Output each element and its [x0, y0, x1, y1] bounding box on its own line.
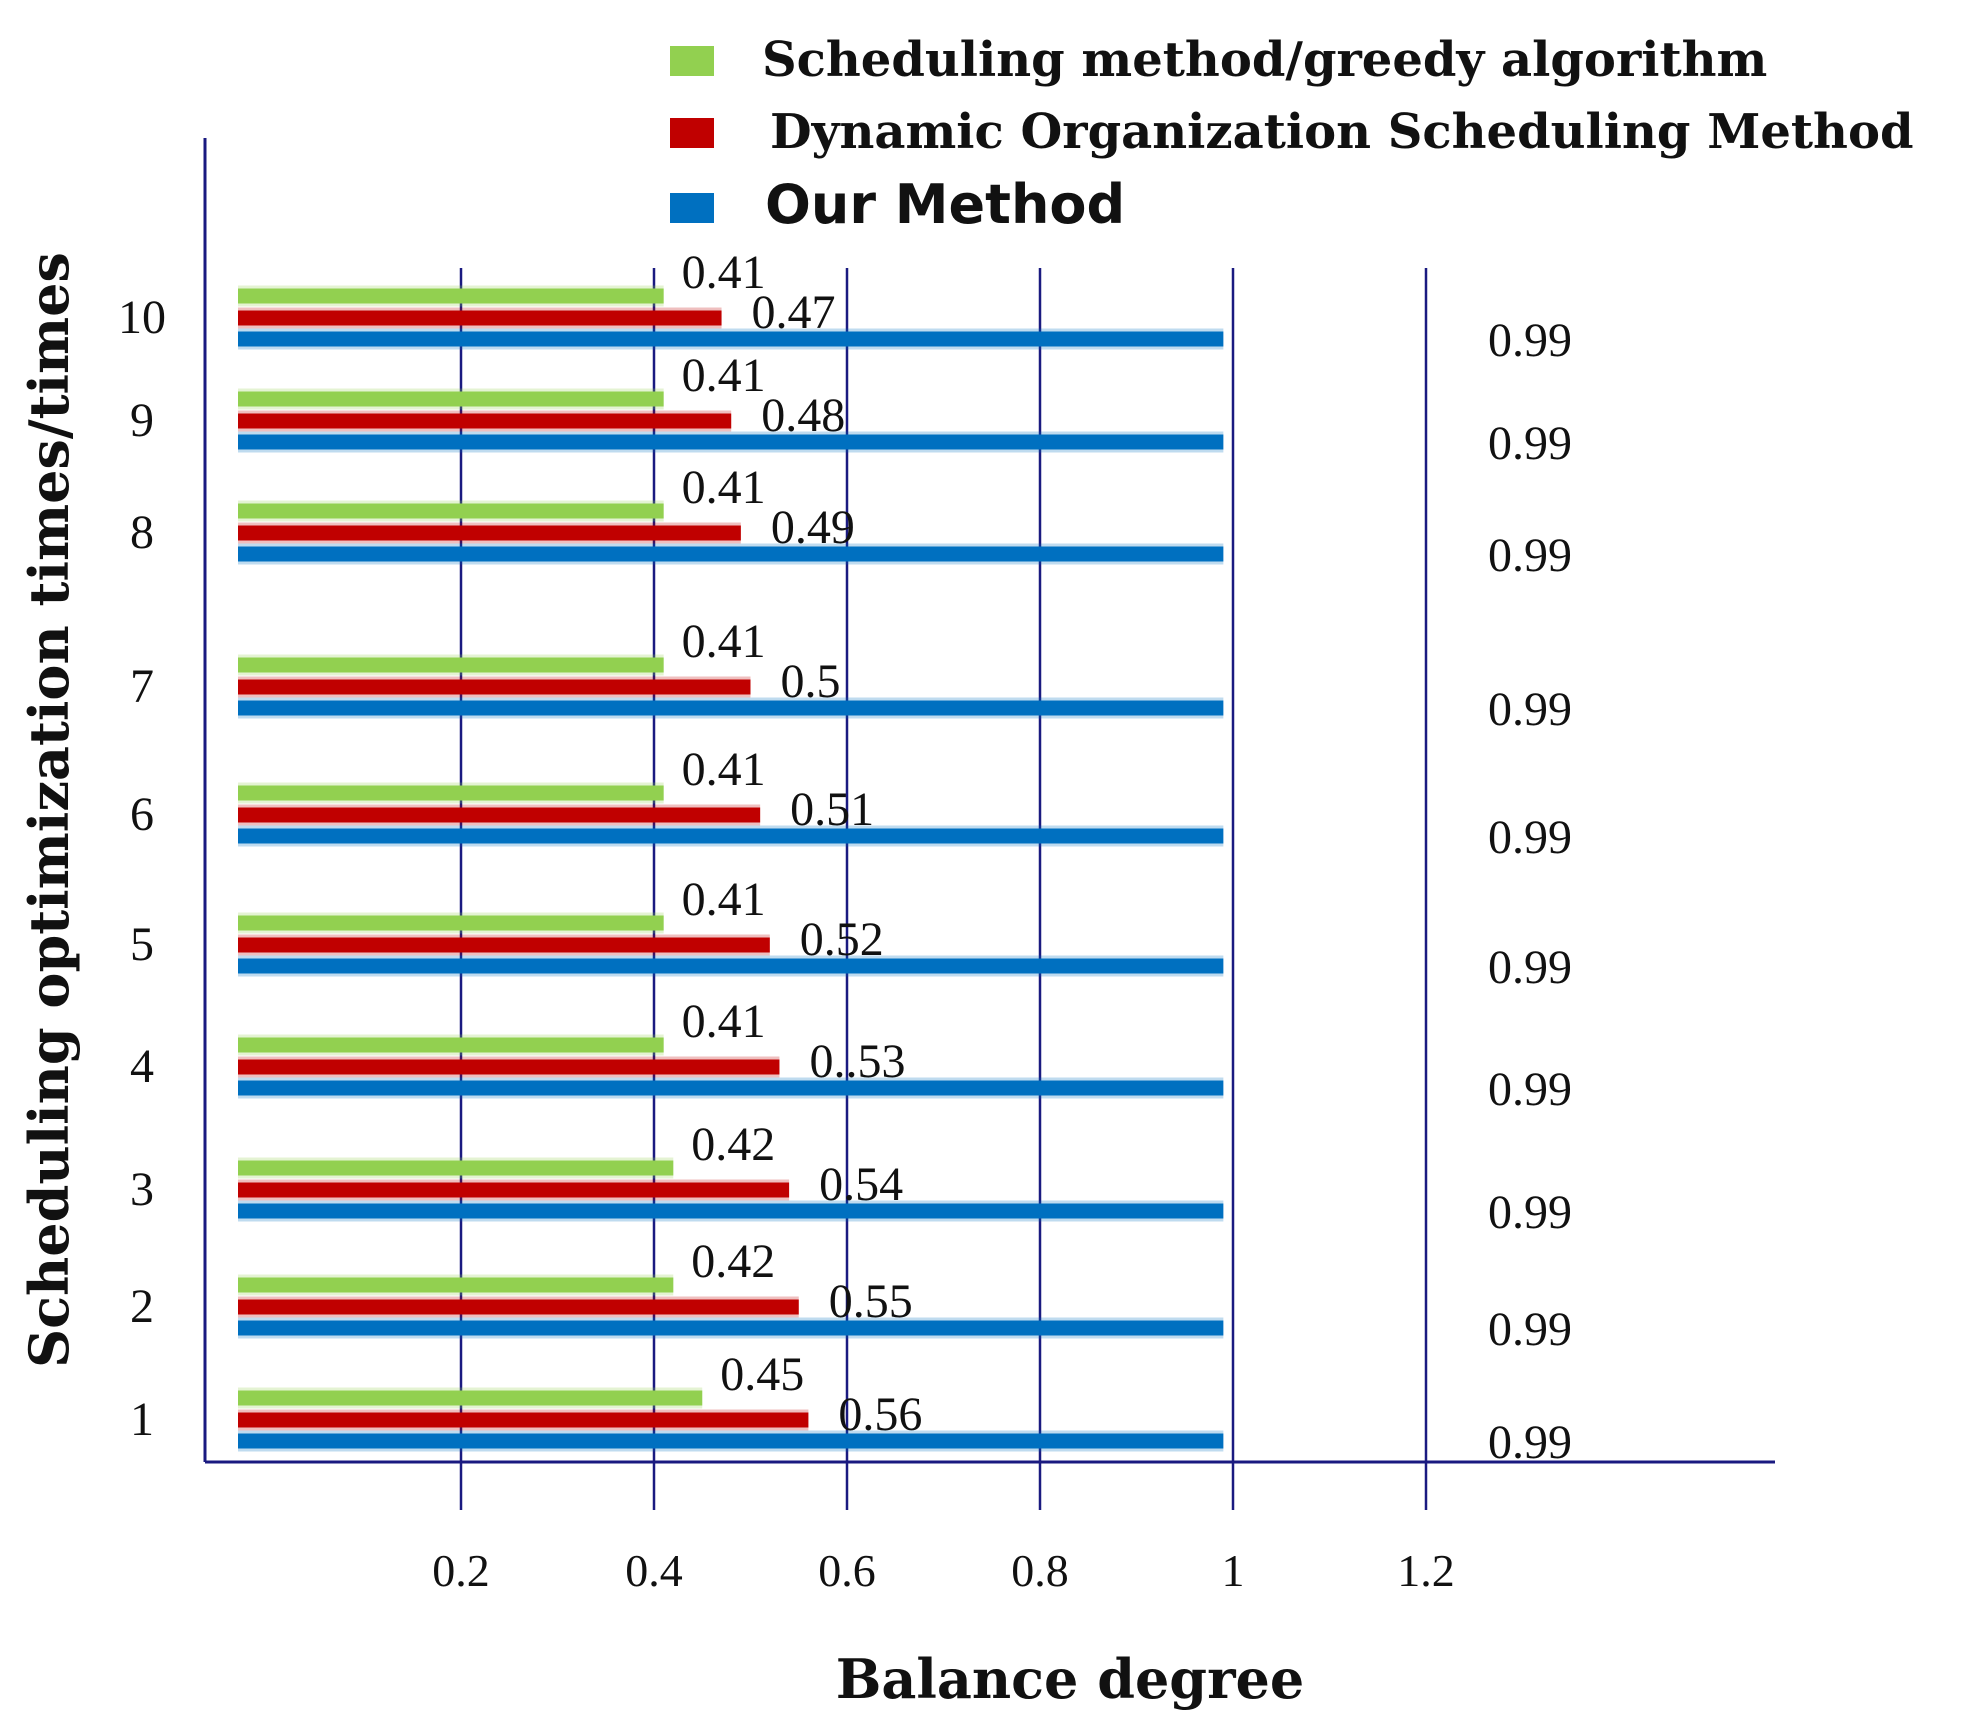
data-label: 0.47 [752, 286, 836, 339]
data-label: 0.54 [819, 1158, 903, 1211]
bar-greedy [238, 1160, 674, 1176]
category-labels: 1 2 3 4 5 6 7 8 9 10 [118, 291, 166, 1446]
bar-our-method [238, 1433, 1224, 1449]
data-label: 0.99 [1488, 529, 1572, 582]
bar-greedy [238, 915, 664, 931]
bar-greedy [238, 1037, 664, 1053]
data-label: 0.99 [1488, 1416, 1572, 1469]
bar-our-method [238, 434, 1224, 450]
data-label: 0.99 [1488, 314, 1572, 367]
bar-our-method [238, 828, 1224, 844]
category-label: 5 [130, 918, 154, 971]
data-label: 0.99 [1488, 811, 1572, 864]
data-label: 0.48 [761, 389, 845, 442]
x-tick-label: 1.2 [1397, 1545, 1455, 1596]
category-label: 1 [130, 1393, 154, 1446]
data-label: 0.99 [1488, 1186, 1572, 1239]
bar-greedy [238, 785, 664, 801]
x-tick-label: 0.2 [432, 1545, 490, 1596]
data-label: 0.49 [771, 501, 855, 554]
legend-label: Scheduling method/greedy algorithm [762, 32, 1767, 88]
data-label: 0.99 [1488, 417, 1572, 470]
category-label: 9 [130, 394, 154, 447]
data-label: 0.52 [800, 913, 884, 966]
bar-greedy [238, 503, 664, 519]
data-label: 0.41 [682, 349, 766, 402]
bar-our-method [238, 700, 1224, 716]
category-label: 3 [130, 1163, 154, 1216]
category-label: 7 [130, 660, 154, 713]
data-label: 0.41 [682, 873, 766, 926]
bars [238, 285, 1224, 1452]
data-label: 0.41 [682, 743, 766, 796]
bar-greedy [238, 1277, 674, 1293]
y-axis-title: Scheduling optimization times/times [17, 252, 81, 1368]
axes [203, 138, 1775, 1464]
bar-our-method [238, 546, 1224, 562]
data-label: 0.41 [682, 995, 766, 1048]
bar-dynamic [238, 1059, 780, 1075]
x-axis-title: Balance degree [836, 1647, 1304, 1711]
x-tick-labels: 0.2 0.4 0.6 0.8 1 1.2 [432, 1545, 1455, 1596]
legend-label: Our Method [765, 173, 1125, 236]
x-tick-label: 1 [1222, 1545, 1245, 1596]
bar-our-method [238, 1320, 1224, 1336]
bar-greedy [238, 391, 664, 407]
data-label: 0.51 [790, 783, 874, 836]
data-label: 0.56 [838, 1388, 922, 1441]
data-label: 0.55 [829, 1275, 913, 1328]
bar-greedy [238, 657, 664, 673]
data-label: 0.41 [682, 246, 766, 299]
data-label: 0.41 [682, 615, 766, 668]
legend-swatch [670, 193, 714, 223]
category-label: 10 [118, 291, 166, 344]
bar-greedy [238, 288, 664, 304]
bar-our-method [238, 331, 1224, 347]
data-label: 0.99 [1488, 1063, 1572, 1116]
data-label: 0.5 [781, 655, 841, 708]
category-label: 4 [130, 1040, 154, 1093]
data-label: 0.99 [1488, 683, 1572, 736]
bar-dynamic [238, 807, 761, 823]
legend: Scheduling method/greedy algorithm Dynami… [670, 32, 1914, 236]
data-label: 0.42 [691, 1118, 775, 1171]
data-label: 0.42 [691, 1235, 775, 1288]
legend-label: Dynamic Organization Scheduling Method [770, 104, 1914, 160]
x-tick-label: 0.4 [625, 1545, 683, 1596]
legend-swatch [670, 118, 714, 148]
x-tick-label: 0.6 [818, 1545, 876, 1596]
bar-dynamic [238, 310, 722, 326]
bar-dynamic [238, 937, 770, 953]
data-label: 0.45 [720, 1348, 804, 1401]
data-labels: 0.45 0.56 0.99 0.42 0.55 0.99 0.42 0.54 0.99 0.41… [682, 246, 1572, 1469]
bar-dynamic [238, 679, 751, 695]
bar-dynamic [238, 525, 741, 541]
category-label: 2 [130, 1280, 154, 1333]
bar-dynamic [238, 1299, 799, 1315]
legend-swatch [670, 46, 714, 76]
bar-our-method [238, 958, 1224, 974]
data-label: 0..53 [809, 1035, 905, 1088]
bar-our-method [238, 1203, 1224, 1219]
x-tick-label: 0.8 [1011, 1545, 1069, 1596]
category-label: 8 [130, 506, 154, 559]
data-label: 0.41 [682, 461, 766, 514]
bar-dynamic [238, 413, 732, 429]
category-label: 6 [130, 788, 154, 841]
bar-our-method [238, 1080, 1224, 1096]
bar-dynamic [238, 1412, 809, 1428]
bar-greedy [238, 1390, 703, 1406]
data-label: 0.99 [1488, 1303, 1572, 1356]
data-label: 0.99 [1488, 941, 1572, 994]
bar-dynamic [238, 1182, 790, 1198]
